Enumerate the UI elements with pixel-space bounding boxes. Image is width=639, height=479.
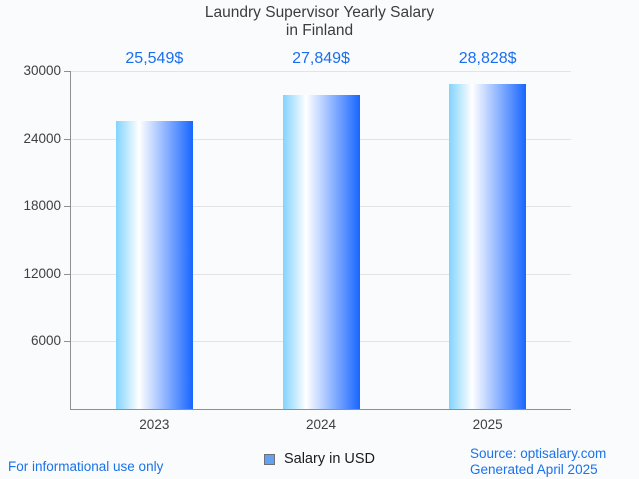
bar-value-label-2025: 28,828$ [458,50,517,67]
x-axis-label-2023: 2023 [139,417,170,432]
disclaimer-text: For informational use only [8,459,164,474]
source-block: Source: optisalary.com Generated April 2… [470,446,606,477]
y-axis-tick-6000 [64,341,71,343]
y-axis-label-30000: 30000 [23,63,61,78]
y-axis-tick-24000 [64,138,71,140]
y-axis-tick-18000 [64,206,71,208]
legend-swatch [263,453,275,465]
generated-text: Generated April 2025 [470,461,598,477]
legend: Salary in USD [0,450,639,468]
plot-area: 6000 12000 18000 24000 30000 25,549$ 2023 27,84… [23,50,571,432]
y-axis-label-18000: 18000 [23,198,61,214]
bar-2025 [449,84,527,409]
source-text: Source: optisalary.com [470,446,607,461]
y-axis-tick-30000 [64,71,71,72]
x-axis-label-2025: 2025 [472,417,503,432]
bar-2024 [282,95,360,409]
chart-title: Laundry Supervisor Yearly Salary in Finl… [0,4,639,39]
legend-label: Salary in USD [283,451,376,467]
y-axis-label-24000: 24000 [23,130,61,146]
bar-value-label-2023: 25,549$ [125,50,184,67]
bar-value-label-2024: 27,849$ [292,50,350,67]
gridline-30000 [71,71,571,72]
x-axis-label-2024: 2024 [305,417,337,432]
y-axis-label-6000: 6000 [30,333,61,349]
bar-2023 [115,121,193,409]
chart-title-line2: in Finland [285,21,354,39]
y-axis-label-12000: 12000 [23,265,61,281]
chart-title-line1: Laundry Supervisor Yearly Salary [204,4,435,21]
y-axis-tick-12000 [64,273,71,275]
